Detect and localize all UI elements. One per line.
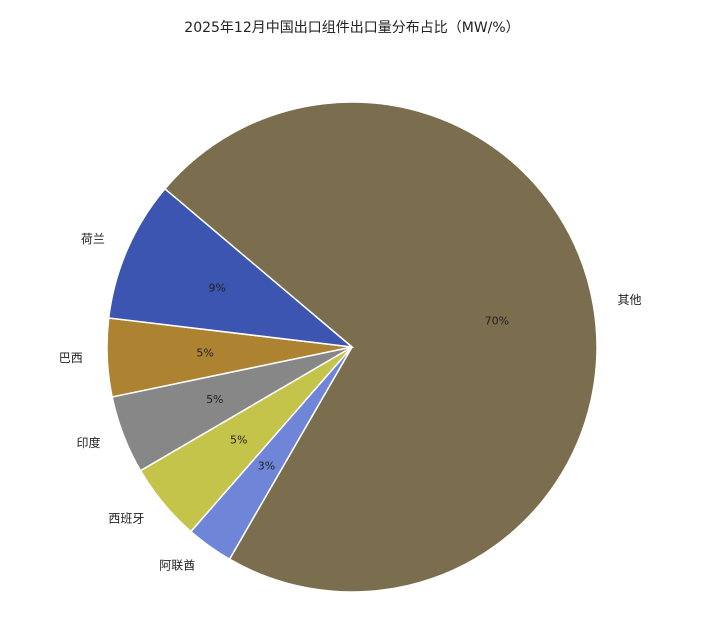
slice-label: 巴西 [59,351,83,365]
value-label: 5% [196,346,213,359]
pie-slice [163,101,598,593]
slice-label: 西班牙 [108,511,144,525]
slice-label: 其他 [617,293,641,307]
slice-label: 印度 [76,435,100,450]
pie-slice [107,187,355,349]
value-label: 5% [230,434,247,447]
value-label: 5% [206,393,223,406]
slice-label: 阿联酋 [159,558,195,573]
chart-title: 2025年12月中国出口组件出口量分布占比（MW/%） [184,20,519,36]
slice-label: 荷兰 [81,232,105,246]
value-label: 3% [258,460,275,473]
value-label: 70% [485,315,509,328]
value-label: 9% [208,281,225,294]
